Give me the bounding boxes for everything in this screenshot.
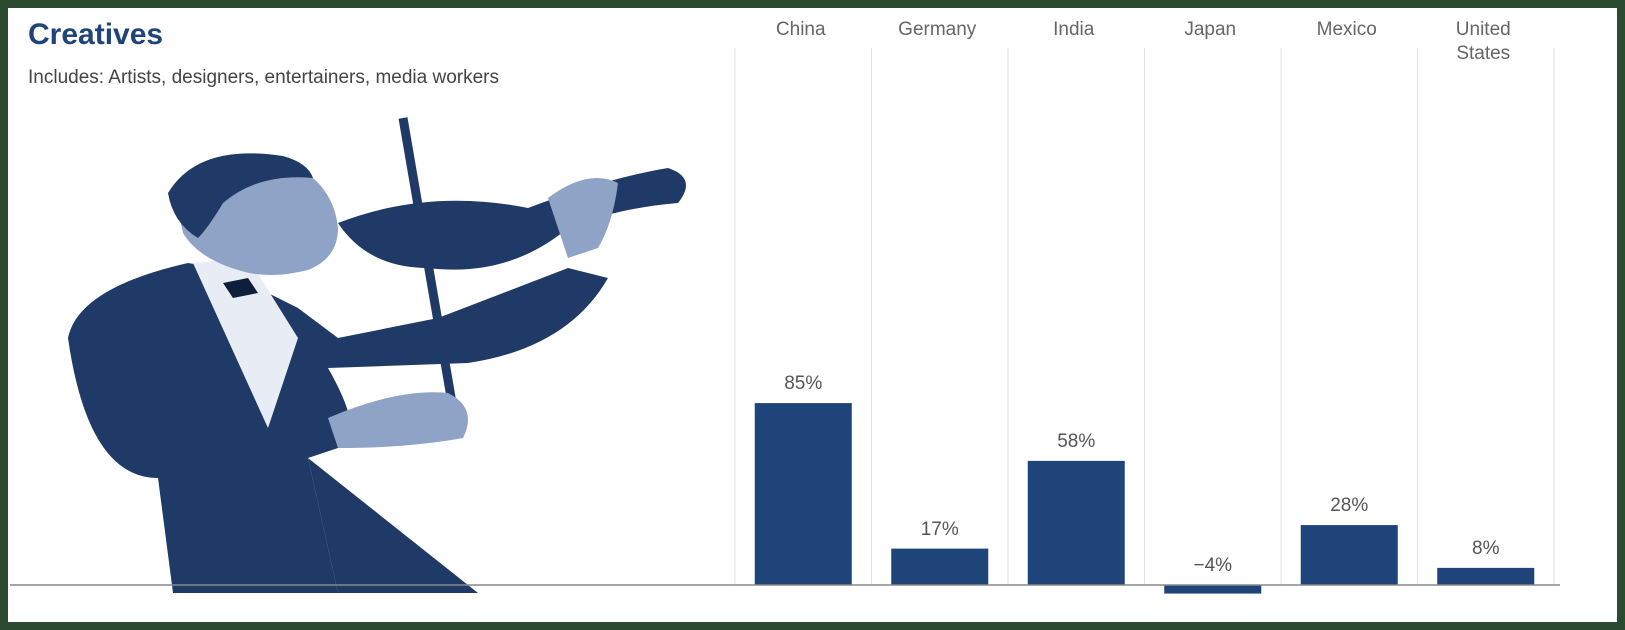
category-label: Japan (1184, 19, 1237, 40)
violin (338, 168, 686, 270)
hand-left (548, 178, 618, 258)
bar (1164, 585, 1262, 594)
category-label: China (775, 19, 826, 40)
bar (891, 548, 989, 585)
hand-right (328, 392, 468, 448)
bar (1027, 460, 1125, 585)
value-label: 17% (920, 518, 959, 540)
shirt (193, 258, 298, 428)
chart (10, 48, 1560, 594)
value-label: 8% (1472, 537, 1500, 559)
bow (398, 117, 463, 439)
figure-leg (308, 458, 478, 593)
category-label: Germany (898, 19, 977, 40)
bar (1437, 567, 1535, 585)
illustration (68, 117, 686, 593)
chart-title: Creatives (28, 18, 164, 51)
chart-subtitle: Includes: Artists, designers, entertaine… (28, 67, 499, 88)
value-label: 58% (1057, 430, 1096, 452)
value-label: −4% (1193, 555, 1233, 576)
value-label: 28% (1330, 495, 1369, 517)
bar (754, 403, 852, 585)
hair (168, 153, 313, 238)
category-label: United States (1455, 19, 1511, 64)
value-label: 85% (784, 373, 823, 395)
category-label: India (1053, 19, 1095, 40)
page: Creatives Includes: Artists, designers, … (8, 8, 1617, 622)
bowtie (223, 278, 258, 298)
bar (1300, 525, 1398, 585)
category-label: Mexico (1316, 19, 1377, 40)
